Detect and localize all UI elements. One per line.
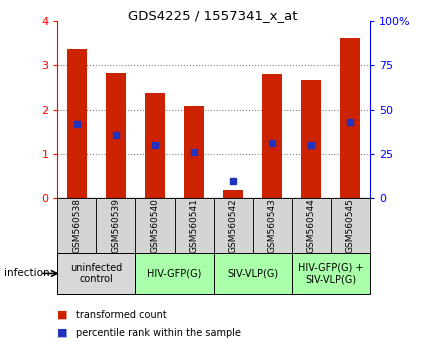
Text: HIV-GFP(G): HIV-GFP(G) bbox=[147, 268, 202, 279]
Bar bbox=[252, 198, 292, 253]
Text: SIV-VLP(G): SIV-VLP(G) bbox=[227, 268, 278, 279]
Text: HIV-GFP(G) +
SIV-VLP(G): HIV-GFP(G) + SIV-VLP(G) bbox=[298, 263, 363, 284]
Bar bbox=[301, 80, 321, 198]
Bar bbox=[213, 253, 292, 294]
Text: uninfected
control: uninfected control bbox=[70, 263, 122, 284]
Text: ■: ■ bbox=[57, 328, 68, 338]
Bar bbox=[67, 49, 87, 198]
Text: infection: infection bbox=[4, 268, 50, 279]
Bar bbox=[96, 198, 136, 253]
Text: GDS4225 / 1557341_x_at: GDS4225 / 1557341_x_at bbox=[128, 9, 297, 22]
Bar bbox=[175, 198, 213, 253]
Bar bbox=[223, 190, 243, 198]
Text: GSM560541: GSM560541 bbox=[190, 198, 198, 253]
Bar bbox=[136, 253, 213, 294]
Bar bbox=[292, 253, 370, 294]
Bar bbox=[331, 198, 370, 253]
Text: percentile rank within the sample: percentile rank within the sample bbox=[76, 328, 241, 338]
Text: GSM560542: GSM560542 bbox=[229, 198, 238, 253]
Bar bbox=[340, 38, 360, 198]
Text: GSM560538: GSM560538 bbox=[72, 198, 82, 253]
Bar bbox=[136, 198, 175, 253]
Bar bbox=[145, 93, 165, 198]
Bar bbox=[106, 74, 126, 198]
Text: GSM560544: GSM560544 bbox=[307, 198, 316, 253]
Bar bbox=[184, 106, 204, 198]
Text: GSM560539: GSM560539 bbox=[111, 198, 120, 253]
Text: GSM560540: GSM560540 bbox=[150, 198, 159, 253]
Bar bbox=[262, 74, 282, 198]
Bar bbox=[57, 198, 96, 253]
Text: GSM560543: GSM560543 bbox=[268, 198, 277, 253]
Bar bbox=[57, 253, 136, 294]
Text: ■: ■ bbox=[57, 310, 68, 320]
Bar bbox=[213, 198, 252, 253]
Text: GSM560545: GSM560545 bbox=[346, 198, 355, 253]
Text: transformed count: transformed count bbox=[76, 310, 167, 320]
Bar bbox=[292, 198, 331, 253]
